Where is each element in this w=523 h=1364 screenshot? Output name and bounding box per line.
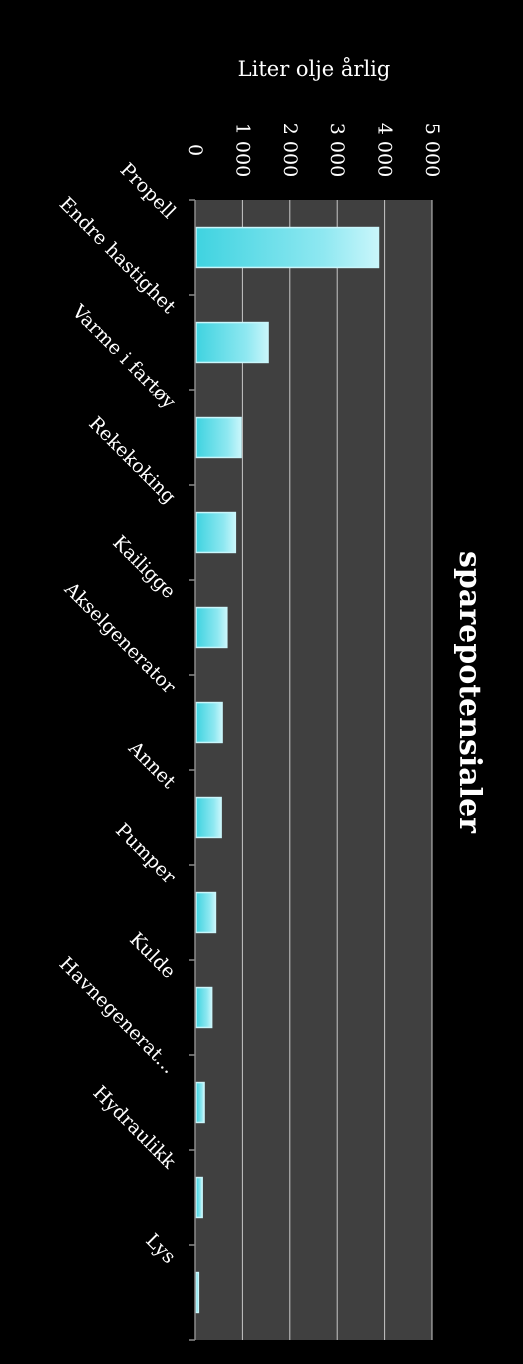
- bar: [196, 703, 222, 743]
- category-label: Annet: [123, 736, 180, 793]
- bar: [196, 1083, 204, 1123]
- category-label: Hydraulikk: [89, 1082, 181, 1174]
- bar: [196, 1178, 202, 1218]
- tick-label: 4 000: [374, 123, 396, 177]
- value-axis-title: Liter olje årlig: [238, 57, 391, 81]
- tick-label: 2 000: [279, 123, 301, 177]
- bar: [196, 418, 241, 458]
- category-label: Propell: [116, 159, 180, 223]
- bar: [196, 513, 235, 553]
- tick-label: 0: [184, 144, 206, 156]
- category-label: Varme i fartøy: [67, 300, 180, 413]
- category-label: Kailigge: [108, 531, 180, 603]
- category-label: Kulde: [125, 928, 180, 983]
- category-label: Rekekoking: [84, 412, 180, 508]
- tick-label: 3 000: [326, 123, 348, 177]
- bar: [196, 608, 227, 648]
- bar: [196, 228, 378, 268]
- bar: [196, 1273, 198, 1313]
- bar: [196, 798, 221, 838]
- plot-area: [195, 200, 432, 1340]
- tick-label: 1 000: [231, 123, 253, 177]
- bar: [196, 323, 268, 363]
- category-label: Pumper: [111, 819, 181, 889]
- chart-title: sparepotensialer: [452, 551, 487, 834]
- bar: [196, 988, 212, 1028]
- bar: [196, 893, 215, 933]
- category-label: Lys: [141, 1229, 180, 1268]
- tick-label: 5 000: [421, 123, 443, 177]
